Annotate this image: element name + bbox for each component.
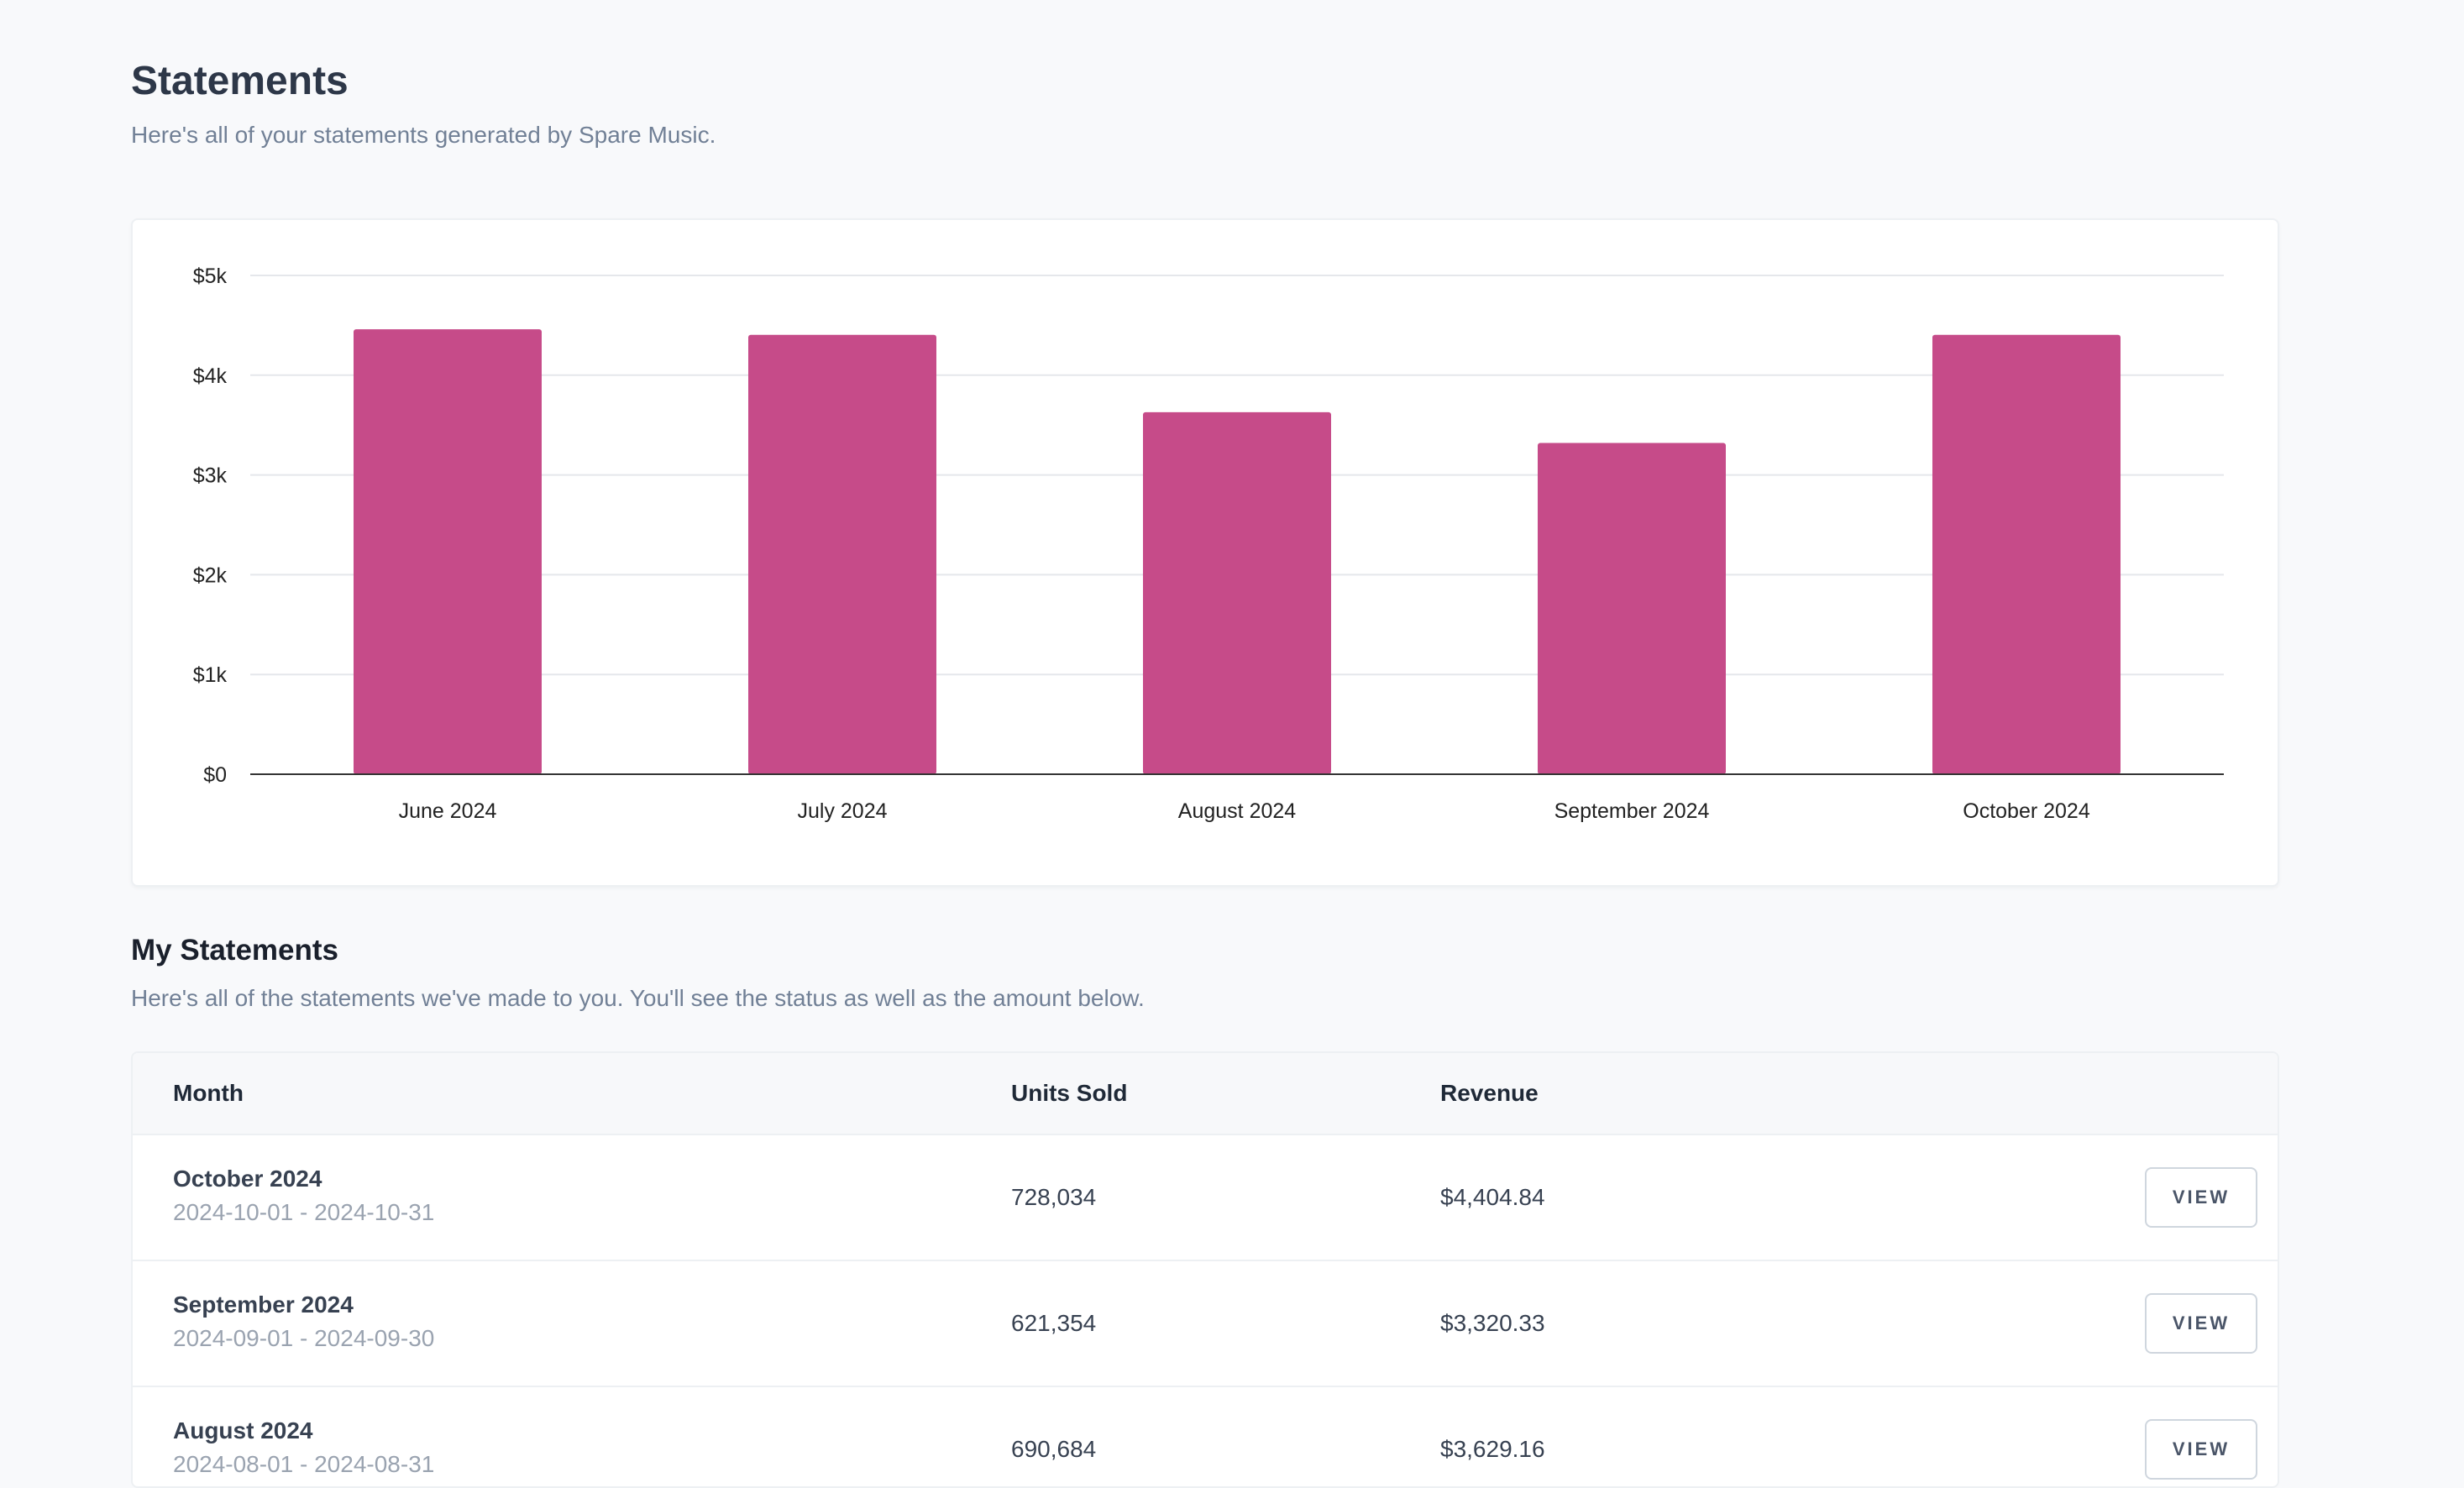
my-statements-subtitle: Here's all of the statements we've made … [131, 985, 1145, 1011]
y-tick-label: $1k [193, 663, 228, 687]
statement-date-range: 2024-08-01 - 2024-08-31 [173, 1451, 435, 1477]
view-statement-button[interactable]: VIEW [2145, 1293, 2257, 1354]
y-tick-label: $4k [193, 364, 228, 388]
column-header-revenue: Revenue [1440, 1080, 1539, 1106]
statement-date-range: 2024-10-01 - 2024-10-31 [173, 1199, 435, 1225]
y-tick-label: $2k [193, 563, 228, 587]
units-sold-value: 690,684 [1011, 1436, 1097, 1462]
statement-month: October 2024 [173, 1166, 322, 1192]
y-tick-label: $5k [193, 265, 228, 288]
revenue-value: $3,629.16 [1440, 1436, 1545, 1462]
x-tick-label: June 2024 [399, 799, 497, 823]
y-tick-label: $0 [203, 763, 227, 787]
revenue-value: $4,404.84 [1440, 1184, 1545, 1210]
my-statements-title: My Statements [131, 934, 339, 967]
units-sold-value: 728,034 [1011, 1184, 1097, 1210]
page-subtitle: Here's all of your statements generated … [131, 122, 716, 148]
revenue-chart-card: $0 $1k $2k $3k $4k $5k June 2024 July 2024 Augus… [131, 218, 2279, 887]
bar [1143, 411, 1331, 774]
table-row: October 2024 2024-10-01 - 2024-10-31 728… [133, 1135, 2278, 1261]
month-cell: September 2024 2024-09-01 - 2024-09-30 [173, 1288, 434, 1355]
table-row: August 2024 2024-08-01 - 2024-08-31 690,… [133, 1387, 2278, 1486]
bar [354, 329, 542, 774]
page-title: Statements [131, 59, 349, 103]
statement-month: August 2024 [173, 1417, 313, 1443]
x-tick-label: August 2024 [1178, 799, 1296, 823]
table-row: September 2024 2024-09-01 - 2024-09-30 6… [133, 1261, 2278, 1387]
statement-month: September 2024 [173, 1292, 354, 1318]
bar [1932, 334, 2121, 774]
x-tick-label: October 2024 [1963, 799, 2090, 823]
statements-table: Month Units Sold Revenue October 2024 20… [131, 1051, 2279, 1488]
view-statement-button[interactable]: VIEW [2145, 1419, 2257, 1480]
column-header-month: Month [173, 1080, 244, 1106]
bar [748, 334, 936, 774]
y-tick-label: $3k [193, 464, 228, 488]
month-cell: August 2024 2024-08-01 - 2024-08-31 [173, 1414, 434, 1481]
revenue-bar-chart: $0 $1k $2k $3k $4k $5k June 2024 July 2024 Augus… [193, 265, 2224, 823]
column-header-units-sold: Units Sold [1011, 1080, 1128, 1106]
table-header: Month Units Sold Revenue [133, 1053, 2278, 1135]
units-sold-value: 621,354 [1011, 1310, 1097, 1336]
x-tick-label: July 2024 [797, 799, 887, 823]
revenue-value: $3,320.33 [1440, 1310, 1545, 1336]
view-statement-button[interactable]: VIEW [2145, 1167, 2257, 1228]
bar [1538, 443, 1726, 774]
month-cell: October 2024 2024-10-01 - 2024-10-31 [173, 1162, 434, 1229]
x-tick-label: September 2024 [1554, 799, 1710, 823]
statement-date-range: 2024-09-01 - 2024-09-30 [173, 1325, 435, 1351]
